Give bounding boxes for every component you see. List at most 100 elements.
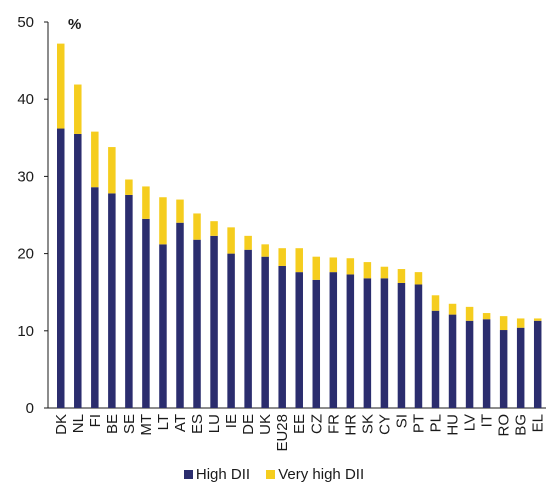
x-tick-label-be: BE: [104, 414, 121, 434]
bar-very-high-dii-si: [397, 269, 406, 283]
x-tick-label-dk: DK: [53, 414, 70, 435]
bar-very-high-dii-sk: [363, 262, 372, 279]
y-tick-label: 10: [17, 323, 34, 340]
bar-very-high-dii-ie: [227, 227, 235, 254]
bar-very-high-dii-el: [533, 318, 542, 321]
bars: [57, 43, 542, 408]
bar-high-dii-lt: [159, 244, 167, 408]
x-tick-label-hu: HU: [445, 414, 462, 436]
y-tick-label: 0: [26, 400, 34, 417]
bar-high-dii-pl: [431, 310, 440, 408]
x-tick-label-ie: IE: [223, 414, 240, 428]
y-tick-label: 30: [17, 168, 34, 185]
bar-high-dii-uk: [261, 256, 269, 408]
legend: High DII Very high DII: [0, 466, 548, 483]
bar-very-high-dii-ee: [295, 248, 303, 273]
bar-high-dii-hr: [346, 274, 355, 408]
bar-very-high-dii-pt: [414, 272, 423, 285]
bar-very-high-dii-eu28: [278, 248, 286, 266]
x-tick-label-fi: FI: [87, 414, 104, 427]
bar-high-dii-mt: [142, 218, 150, 408]
legend-item-very-high-dii: Very high DII: [266, 466, 364, 483]
x-tick-label-ee: EE: [291, 414, 308, 434]
bar-high-dii-ie: [227, 253, 235, 408]
x-tick-label-ro: RO: [496, 414, 513, 437]
x-tick-label-at: AT: [172, 414, 189, 432]
x-tick-label-lt: LT: [155, 414, 172, 430]
bar-high-dii-cz: [312, 279, 321, 408]
bar-high-dii-se: [125, 194, 133, 408]
x-tick-label-bg: BG: [513, 414, 530, 436]
x-tick-label-se: SE: [121, 414, 138, 434]
bar-high-dii-ee: [295, 272, 303, 408]
bar-high-dii-dk: [57, 128, 65, 408]
bar-high-dii-hu: [448, 314, 457, 408]
x-tick-label-eu28: EU28: [274, 414, 291, 452]
bar-high-dii-lv: [465, 320, 474, 408]
bar-very-high-dii-fi: [91, 131, 99, 188]
x-tick-label-nl: NL: [70, 414, 87, 433]
x-tick-label-it: IT: [479, 414, 496, 427]
bar-high-dii-nl: [74, 133, 82, 408]
bar-high-dii-pt: [414, 284, 423, 408]
legend-label-high-dii: High DII: [195, 466, 251, 483]
y-axis-unit-label: %: [68, 16, 81, 33]
bar-very-high-dii-dk: [57, 43, 65, 129]
stacked-bar-chart: % 0 10 20 30 40 50 DK NL FI BE SE MT LT AT ES LU IE DE UK…: [17, 14, 547, 452]
legend-item-high-dii: High DII: [183, 466, 251, 483]
x-tick-label-el: EL: [530, 414, 547, 432]
x-tick-label-sk: SK: [359, 414, 376, 434]
bar-high-dii-es: [193, 239, 201, 408]
bar-very-high-dii-se: [125, 179, 133, 195]
x-tick-label-es: ES: [189, 414, 206, 434]
y-tick-label: 20: [17, 246, 34, 263]
x-tick-label-lu: LU: [206, 414, 223, 433]
bar-very-high-dii-hu: [448, 303, 457, 315]
bar-high-dii-ro: [499, 330, 508, 408]
bar-high-dii-be: [108, 193, 116, 408]
bar-high-dii-at: [176, 222, 184, 408]
bar-high-dii-de: [244, 249, 252, 408]
bar-very-high-dii-fr: [329, 257, 338, 273]
bar-very-high-dii-uk: [261, 244, 269, 257]
bar-very-high-dii-cz: [312, 256, 321, 280]
x-tick-label-fr: FR: [325, 414, 342, 434]
bar-very-high-dii-de: [244, 235, 252, 250]
bar-very-high-dii-hr: [346, 258, 355, 275]
y-tick-label: 50: [17, 14, 34, 31]
bar-high-dii-sk: [363, 278, 372, 408]
legend-label-very-high-dii: Very high DII: [278, 466, 365, 483]
bar-high-dii-si: [397, 282, 406, 408]
bar-high-dii-el: [533, 320, 542, 408]
x-tick-label-cz: CZ: [308, 414, 325, 434]
x-tick-label-si: SI: [393, 414, 410, 428]
bar-high-dii-lu: [210, 235, 218, 408]
x-tick-label-de: DE: [240, 414, 257, 435]
x-tick-label-mt: MT: [138, 414, 155, 436]
bar-high-dii-bg: [516, 327, 525, 408]
bar-very-high-dii-ro: [499, 316, 508, 331]
legend-swatch-high-dii: [183, 470, 193, 479]
bar-very-high-dii-it: [482, 313, 491, 320]
x-tick-label-uk: UK: [257, 414, 274, 435]
bar-very-high-dii-pl: [431, 295, 440, 311]
bar-high-dii-it: [482, 319, 491, 408]
bar-high-dii-fi: [91, 187, 99, 408]
bar-high-dii-fr: [329, 272, 338, 408]
legend-swatch-very-high-dii: [266, 470, 276, 479]
bar-very-high-dii-lt: [159, 197, 167, 245]
bar-high-dii-eu28: [278, 265, 286, 408]
bar-very-high-dii-es: [193, 213, 201, 240]
x-tick-label-hr: HR: [342, 414, 359, 436]
bar-very-high-dii-lu: [210, 221, 218, 236]
bar-very-high-dii-at: [176, 199, 184, 223]
bar-very-high-dii-bg: [516, 318, 525, 328]
bar-high-dii-cy: [380, 278, 389, 408]
bar-very-high-dii-lv: [465, 306, 474, 321]
x-tick-label-cy: CY: [376, 414, 393, 435]
bar-very-high-dii-nl: [74, 84, 82, 134]
x-tick-label-lv: LV: [462, 414, 479, 431]
x-tick-label-pl: PL: [428, 414, 445, 432]
y-axis-ticks: 0 10 20 30 40 50: [17, 14, 48, 417]
bar-very-high-dii-be: [108, 147, 116, 194]
